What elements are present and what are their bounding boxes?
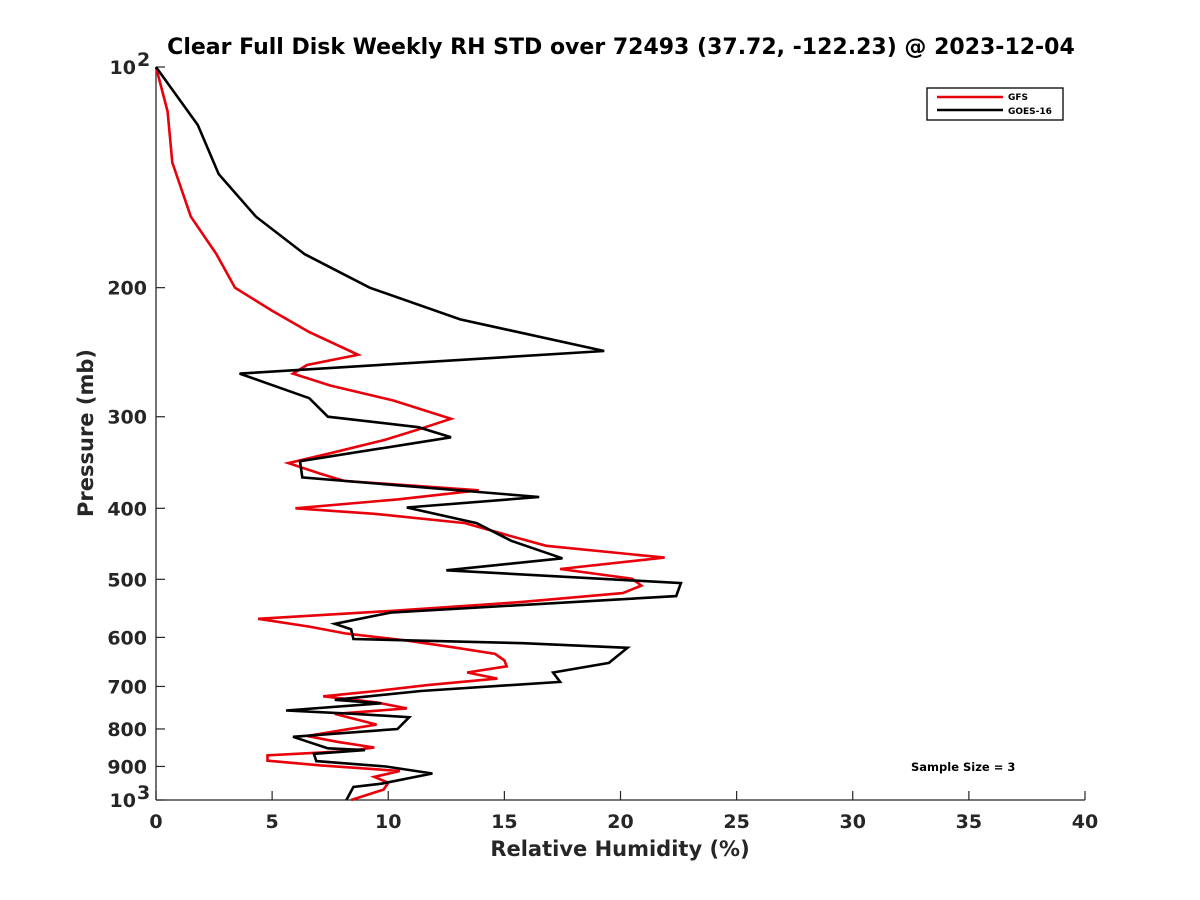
- x-tick-label: 25: [723, 811, 749, 833]
- x-tick-label: 5: [266, 811, 279, 833]
- y-tick-exponent: 2: [137, 49, 150, 71]
- x-tick-label: 10: [375, 811, 401, 833]
- legend-box: [926, 87, 1064, 121]
- x-tick-label: 20: [607, 811, 633, 833]
- x-tick-label: 40: [1072, 811, 1098, 833]
- x-tick-label: 30: [840, 811, 866, 833]
- y-tick-label: 300: [107, 407, 147, 429]
- x-axis-label: Relative Humidity (%): [490, 837, 749, 861]
- x-tick-label: 15: [491, 811, 517, 833]
- y-axis-label: Pressure (mb): [74, 349, 98, 517]
- y-tick-label: 10: [110, 790, 136, 812]
- x-tick-label: 0: [149, 811, 162, 833]
- series-line-gfs: [154, 66, 665, 802]
- y-tick-label: 200: [107, 278, 147, 300]
- y-tick-label: 600: [107, 627, 147, 649]
- y-tick-exponent: 3: [137, 782, 150, 804]
- legend: GFS GOES-16: [926, 87, 1064, 121]
- legend-label-gfs: GFS: [1008, 93, 1028, 103]
- series-line-goes16: [154, 66, 683, 801]
- y-tick-label: 500: [107, 569, 147, 591]
- x-tick-label: 35: [956, 811, 982, 833]
- y-tick-label: 800: [107, 719, 147, 741]
- y-tick-label: 900: [107, 756, 147, 778]
- plot-series: [154, 66, 683, 802]
- sample-size-annotation: Sample Size = 3: [911, 760, 1015, 774]
- y-tick-label: 400: [107, 498, 147, 520]
- y-tick-label: 10: [110, 57, 136, 79]
- legend-label-goes16: GOES-16: [1008, 107, 1052, 117]
- chart-title: Clear Full Disk Weekly RH STD over 72493…: [167, 35, 1075, 60]
- y-tick-label: 700: [107, 676, 147, 698]
